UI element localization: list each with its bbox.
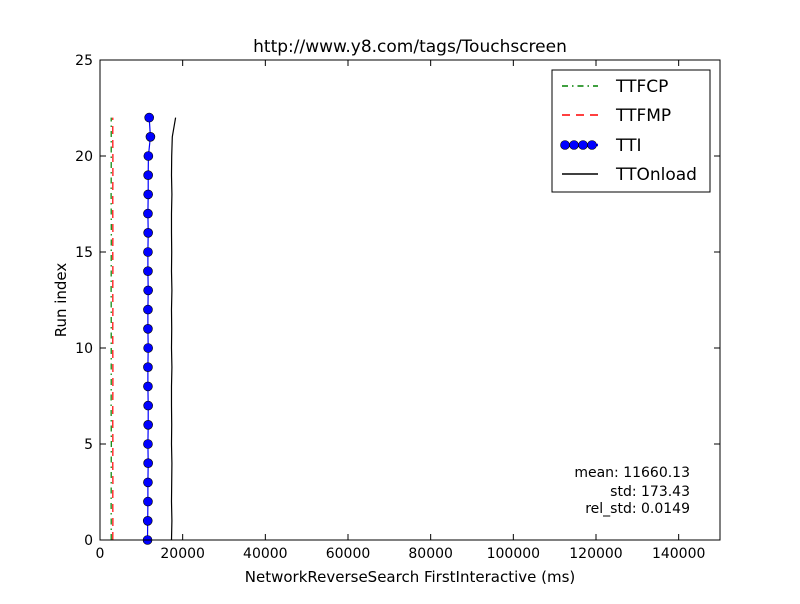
legend-marker-tti [570,141,579,150]
legend: TTFCP TTFMP TTI TTOnload [552,70,710,192]
x-tick-label: 0 [96,546,105,562]
data-point-tti [146,132,155,141]
data-point-tti [144,286,153,295]
x-tick-label: 40000 [243,546,288,562]
x-tick-label: 80000 [408,546,453,562]
data-point-tti [145,113,154,122]
y-tick-label: 15 [75,245,93,261]
x-tick-label: 120000 [569,546,622,562]
y-tick-label: 20 [75,149,93,165]
y-tick-label: 0 [84,533,93,549]
legend-marker-tti [588,141,597,150]
legend-label-tti: TTI [615,136,641,156]
data-point-tti [144,401,153,410]
data-point-tti [144,344,153,353]
y-tick-label: 25 [75,53,93,69]
data-point-tti [143,516,152,525]
data-point-tti [143,478,152,487]
x-tick-label: 100000 [487,546,540,562]
annotation-mean: mean: 11660.13 [574,465,690,481]
annotation-std: std: 173.43 [610,484,690,500]
data-point-tti [144,190,153,199]
legend-label-ttfcp: TTFCP [615,77,668,97]
data-point-tti [143,248,152,257]
data-point-tti [143,363,152,372]
data-point-tti [144,228,153,237]
x-axis-label: NetworkReverseSearch FirstInteractive (m… [245,568,576,586]
data-point-tti [144,171,153,180]
x-tick-label: 140000 [652,546,705,562]
y-tick-label: 10 [75,341,93,357]
data-point-tti [144,152,153,161]
data-point-tti [143,305,152,314]
legend-marker-tti [561,141,570,150]
y-tick-label: 5 [84,437,93,453]
data-point-tti [143,267,152,276]
data-point-tti [144,420,153,429]
legend-label-ttonload: TTOnload [615,165,697,185]
x-tick-label: 60000 [326,546,371,562]
data-point-tti [143,324,152,333]
legend-label-ttfmp: TTFMP [615,106,671,126]
data-point-tti [144,459,153,468]
data-point-tti [143,497,152,506]
data-point-tti [143,382,152,391]
legend-marker-tti [579,141,588,150]
data-point-tti [143,440,152,449]
chart-title: http://www.y8.com/tags/Touchscreen [253,37,567,57]
annotation-rel-std: rel_std: 0.0149 [585,501,690,517]
x-tick-label: 20000 [160,546,205,562]
y-axis-label: Run index [52,263,70,338]
data-point-tti [143,209,152,218]
